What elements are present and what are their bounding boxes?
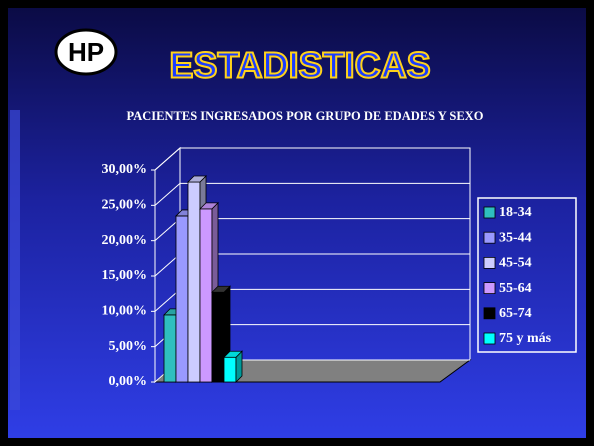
- legend-swatch: [483, 332, 496, 345]
- y-tick-label: 25,00%: [102, 198, 148, 213]
- legend-swatch: [483, 282, 496, 295]
- bar-face: [211, 285, 231, 293]
- legend-label: 45-54: [499, 256, 532, 271]
- legend-label: 35-44: [499, 230, 532, 245]
- y-tick-label: 5,00%: [109, 339, 148, 354]
- legend-box: [477, 197, 577, 353]
- bar-face: [199, 202, 219, 210]
- bar-face: [187, 175, 207, 183]
- legend-swatch: [483, 231, 496, 244]
- legend-label: 75 y más: [499, 331, 552, 346]
- y-tick-label: 0,00%: [109, 374, 148, 389]
- y-tick-label: 10,00%: [102, 304, 148, 319]
- y-tick-label: 30,00%: [102, 162, 148, 177]
- grid-line-side: [154, 182, 181, 206]
- bar-face: [175, 215, 189, 383]
- title: ESTADISTICAS: [169, 45, 430, 86]
- subtitle: PACIENTES INGRESADOS POR GRUPO DE EDADES…: [127, 109, 484, 123]
- bar-face: [163, 314, 177, 383]
- legend-label: 55-64: [499, 281, 532, 296]
- bar-face: [211, 291, 225, 383]
- legend-label: 65-74: [499, 306, 532, 321]
- legend-swatch: [483, 256, 496, 269]
- y-tick-label: 20,00%: [102, 233, 148, 248]
- bar-face: [187, 181, 201, 383]
- legend-swatch: [483, 307, 496, 320]
- bar-face: [223, 350, 243, 358]
- legend-label: 18-34: [499, 205, 532, 220]
- left-strip: [10, 110, 20, 410]
- legend-swatch: [483, 206, 496, 219]
- grid-line-side: [154, 147, 181, 171]
- bar-face: [223, 356, 237, 383]
- logo-oval: [54, 28, 118, 76]
- y-tick-label: 15,00%: [102, 268, 148, 283]
- bar: [223, 350, 243, 383]
- bar-face: [199, 208, 213, 383]
- logo: HP: [68, 37, 104, 67]
